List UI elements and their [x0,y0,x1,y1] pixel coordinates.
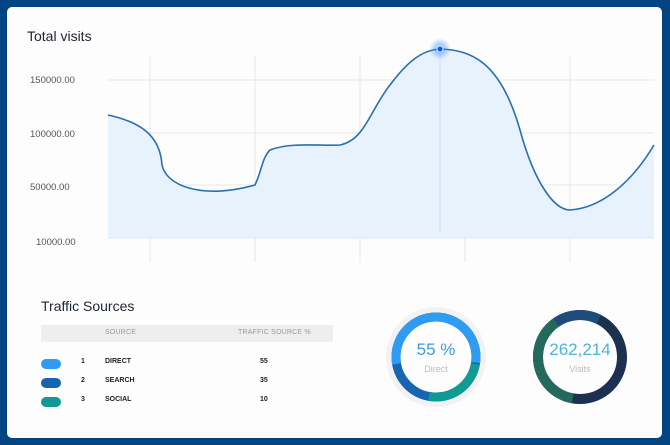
row-percent: 35 [260,377,268,384]
table-header: SOURCE TRAFFIC SOURCE % [41,325,333,342]
row-rank: 2 [81,377,85,384]
table-row: 2 SEARCH 35 [41,376,341,392]
y-tick-50000: 50000.00 [30,182,70,193]
y-tick-100000: 100000.00 [30,129,75,140]
direct-percent: 55 % [416,340,456,359]
y-tick-150000: 150000.00 [30,75,75,86]
direct-label: Direct [424,364,448,374]
direct-donut: 55 % Direct [386,307,486,407]
row-percent: 10 [260,396,268,403]
y-tick-10000: 10000.00 [36,237,76,248]
color-swatch-social [41,397,61,407]
header-source: SOURCE [105,329,137,336]
total-visits-title: Total visits [27,28,92,44]
visits-line [107,48,655,211]
total-visits-chart [107,38,655,262]
table-row: 1 DIRECT 55 [41,357,341,373]
row-source: SEARCH [105,377,135,384]
traffic-sources-title: Traffic Sources [41,298,135,314]
area-fill [108,49,654,238]
row-rank: 3 [81,396,85,403]
highlight-point [436,45,444,53]
color-swatch-search [41,378,61,388]
row-source: DIRECT [105,358,132,365]
table-row: 3 SOCIAL 10 [41,395,341,411]
row-percent: 55 [260,358,268,365]
color-swatch-direct [41,359,61,369]
row-source: SOCIAL [105,396,132,403]
visits-donut: 262,214 Visits [530,307,630,407]
header-traffic-percent: TRAFFIC SOURCE % [238,329,311,336]
visits-count: 262,214 [549,340,611,359]
row-rank: 1 [81,358,85,365]
visits-label: Visits [569,364,591,374]
